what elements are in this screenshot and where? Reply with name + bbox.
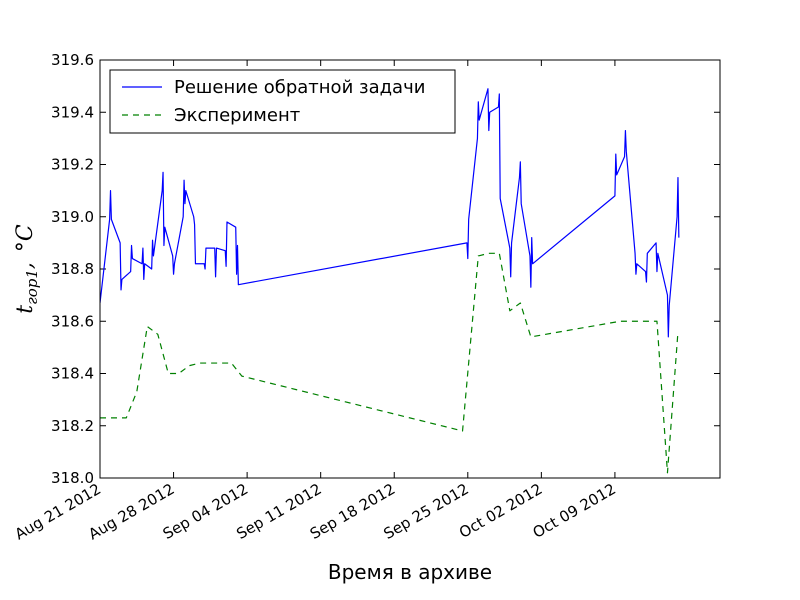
svg-text:tгор1,°C: tгор1, °C	[13, 224, 41, 314]
y-tick-label: 318.8	[51, 260, 94, 278]
y-tick-label: 319.4	[51, 103, 94, 121]
series-line-inverse-solution	[100, 88, 680, 338]
plot-frame	[99, 59, 721, 479]
y-axis-title-symbol: t	[13, 305, 38, 314]
y-tick-label: 318.2	[51, 417, 94, 435]
legend-box	[109, 69, 456, 134]
legend-label-inverse-solution: Решение обратной задачи	[174, 77, 425, 98]
y-tick-label: 319.6	[51, 51, 94, 69]
y-tick-label: 319.2	[51, 156, 94, 174]
x-axis-title: Время в архиве	[328, 560, 492, 584]
y-tick-label: 318.0	[51, 469, 94, 487]
y-axis-title-unit: °C	[13, 224, 38, 252]
legend: Решение обратной задачи Эксперимент	[109, 69, 456, 134]
y-tick-label: 318.4	[51, 365, 94, 383]
legend-label-experiment: Эксперимент	[174, 105, 300, 126]
plot-area	[100, 88, 680, 474]
y-axis-title-separator: ,	[13, 262, 38, 269]
y-axis: 318.0 318.2 318.4 318.6 318.8 319.0 319.2 319.4…	[51, 51, 720, 487]
y-tick-label: 318.6	[51, 312, 94, 330]
y-tick-label: 319.0	[51, 208, 94, 226]
y-axis-title: tгор1, °C	[13, 224, 41, 314]
y-axis-title-subscript: гор1	[23, 269, 41, 305]
